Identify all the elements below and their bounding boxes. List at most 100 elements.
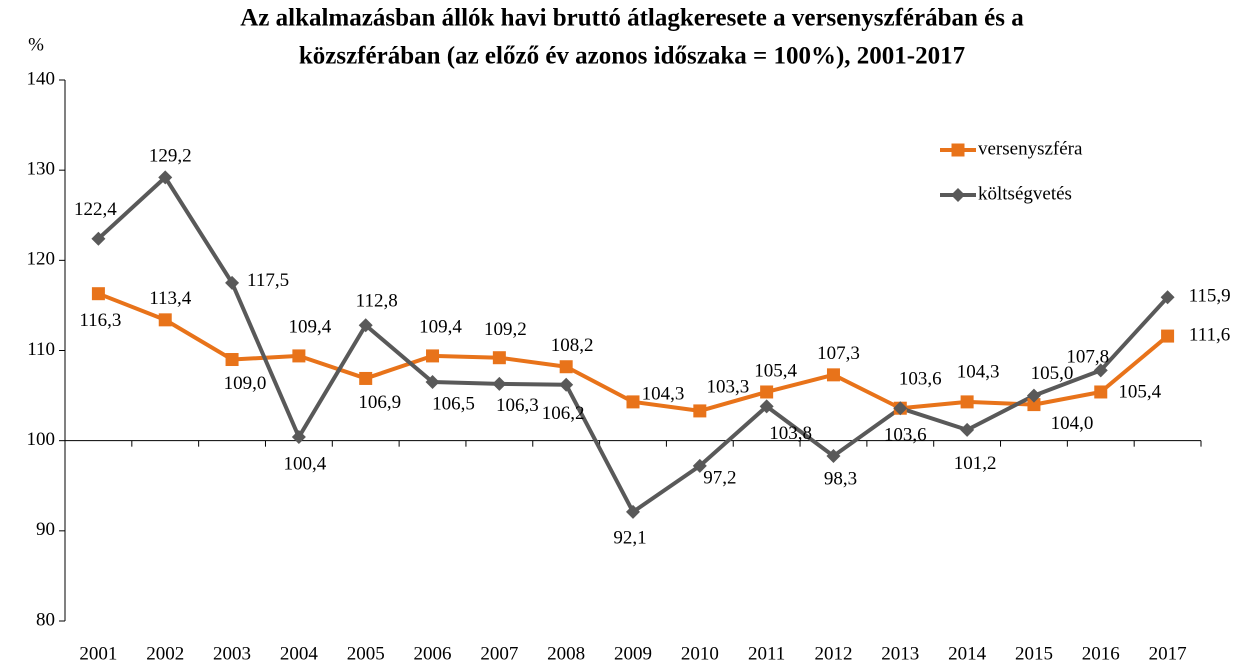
x-tick-label: 2002 [146,643,184,664]
data-label: 115,9 [1189,286,1231,307]
data-label: 112,8 [356,291,398,312]
data-label: 113,4 [149,288,192,309]
series-line [97,175,1170,514]
data-label: 98,3 [824,468,857,489]
data-label: 101,2 [954,453,997,474]
marker [1160,290,1175,305]
data-label: 92,1 [613,527,646,548]
x-tick-label: 2003 [213,643,251,664]
data-label: 129,2 [149,146,192,167]
y-tick-label: 140 [27,68,56,89]
legend-label: költségvetés [978,183,1072,204]
marker [826,448,841,463]
data-label: 104,0 [1051,413,1094,434]
marker [158,170,173,185]
data-label: 103,6 [884,425,927,446]
data-label: 117,5 [247,270,289,291]
data-label: 105,0 [1031,363,1074,384]
marker [492,376,507,391]
x-tick-label: 2013 [881,643,919,664]
y-tick-label: 130 [27,159,56,180]
y-tick-label: 110 [27,339,55,360]
data-label: 100,4 [284,453,327,474]
marker [425,375,440,390]
x-tick-label: 2011 [748,643,785,664]
y-tick-label: 90 [36,519,55,540]
x-tick-label: 2014 [948,643,987,664]
marker [359,371,373,385]
y-tick-label: 80 [36,609,55,630]
marker [826,368,840,382]
marker [759,399,774,414]
data-label: 109,2 [484,319,527,340]
x-tick-label: 2012 [814,643,852,664]
marker [960,395,974,409]
marker [1027,398,1041,412]
marker [559,377,574,392]
y-tick-label: 100 [27,429,56,450]
marker [1161,329,1175,343]
x-tick-label: 2015 [1015,643,1053,664]
data-label: 103,3 [706,376,749,397]
data-label: 109,4 [419,316,462,337]
x-tick-label: 2009 [614,643,652,664]
marker [951,188,965,202]
marker [693,404,707,418]
y-tick-label: 120 [27,249,56,270]
data-label: 106,5 [432,393,475,414]
y-axis-label: % [28,34,44,55]
x-tick-label: 2016 [1082,643,1120,664]
marker [626,395,640,409]
marker [426,349,440,363]
marker [292,349,306,363]
data-label: 122,4 [74,199,117,220]
data-label: 107,3 [817,343,860,364]
x-tick-label: 2007 [480,643,518,664]
marker [951,143,965,157]
marker [960,422,975,437]
data-label: 104,3 [957,361,1000,382]
marker [158,313,172,327]
legend-label: versenyszféra [978,138,1083,159]
chart-title: közszférában (az előző év azonos időszak… [299,43,965,70]
x-tick-label: 2008 [547,643,585,664]
data-label: 103,8 [769,423,812,444]
data-label: 97,2 [703,467,736,488]
data-label: 109,0 [224,373,267,394]
x-tick-label: 2004 [280,643,319,664]
marker [760,385,774,399]
marker [1094,385,1108,399]
marker [1026,388,1041,403]
x-tick-label: 2005 [347,643,385,664]
marker [291,430,306,445]
marker [492,351,506,365]
marker [559,360,573,374]
marker [893,401,908,416]
data-label: 106,3 [496,395,539,416]
data-label: 116,3 [79,310,121,331]
data-label: 106,2 [542,403,585,424]
marker [225,353,239,367]
marker [626,504,640,519]
marker [358,318,373,333]
data-label: 104,3 [642,383,685,404]
x-tick-label: 2001 [79,643,117,664]
data-label: 105,4 [1118,381,1161,402]
chart-title: Az alkalmazásban állók havi bruttó átlag… [240,5,1024,32]
data-label: 105,4 [754,360,797,381]
marker [1093,363,1108,378]
marker [91,287,105,301]
data-label: 103,6 [899,369,942,390]
marker [91,231,106,246]
data-label: 108,2 [551,335,594,356]
data-label: 109,4 [289,316,332,337]
x-tick-label: 2017 [1149,643,1187,664]
marker [225,275,240,290]
marker [692,458,707,473]
x-tick-label: 2010 [681,643,719,664]
x-tick-label: 2006 [414,643,452,664]
data-label: 111,6 [1189,324,1230,345]
data-label: 106,9 [358,392,401,413]
